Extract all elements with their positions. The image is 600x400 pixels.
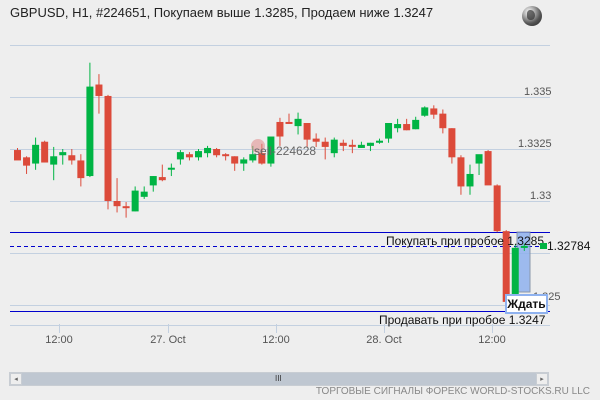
- svg-text:28. Oct: 28. Oct: [366, 334, 401, 346]
- sell-line-label: Продавать при пробое 1.3247: [379, 313, 546, 327]
- buy-line-label: Покупать при пробое 1.3285: [386, 234, 544, 248]
- footer-credit: ТОРГОВЫЕ СИГНАЛЫ ФОРЕКС WORLD-STOCKS.RU …: [315, 386, 590, 397]
- price-label-13325: 1.3325: [518, 138, 552, 150]
- level-lines: [10, 232, 550, 312]
- grid-lines: [10, 45, 550, 326]
- last-price-label: 1.32784: [547, 239, 591, 253]
- scroll-right-button[interactable]: ▸: [536, 373, 548, 385]
- chart-title: GBPUSD, H1, #224651, Покупаем выше 1.328…: [10, 5, 434, 20]
- candlestick-chart[interactable]: 12:00 27. Oct 12:00 28. Oct 12:00 sell-22462…: [0, 0, 600, 370]
- price-label-1335: 1.335: [524, 86, 552, 98]
- scroll-grip[interactable]: III: [275, 374, 282, 383]
- sell-marker-dot[interactable]: [251, 139, 265, 153]
- svg-text:12:00: 12:00: [45, 334, 73, 346]
- chart-scrollbar[interactable]: ◂ III ▸: [9, 372, 549, 386]
- candles: [14, 62, 528, 303]
- last-price-marker: [540, 243, 547, 249]
- scroll-left-button[interactable]: ◂: [10, 373, 22, 385]
- wait-signal-badge[interactable]: Ждать: [505, 294, 548, 314]
- x-axis: 12:00 27. Oct 12:00 28. Oct 12:00: [45, 324, 506, 346]
- svg-text:12:00: 12:00: [478, 334, 506, 346]
- svg-text:12:00: 12:00: [262, 334, 290, 346]
- svg-text:27. Oct: 27. Oct: [150, 334, 185, 346]
- globe-icon[interactable]: [522, 6, 542, 26]
- price-label-133: 1.33: [530, 190, 551, 202]
- sell-marker-label: sell-224628: [254, 144, 316, 158]
